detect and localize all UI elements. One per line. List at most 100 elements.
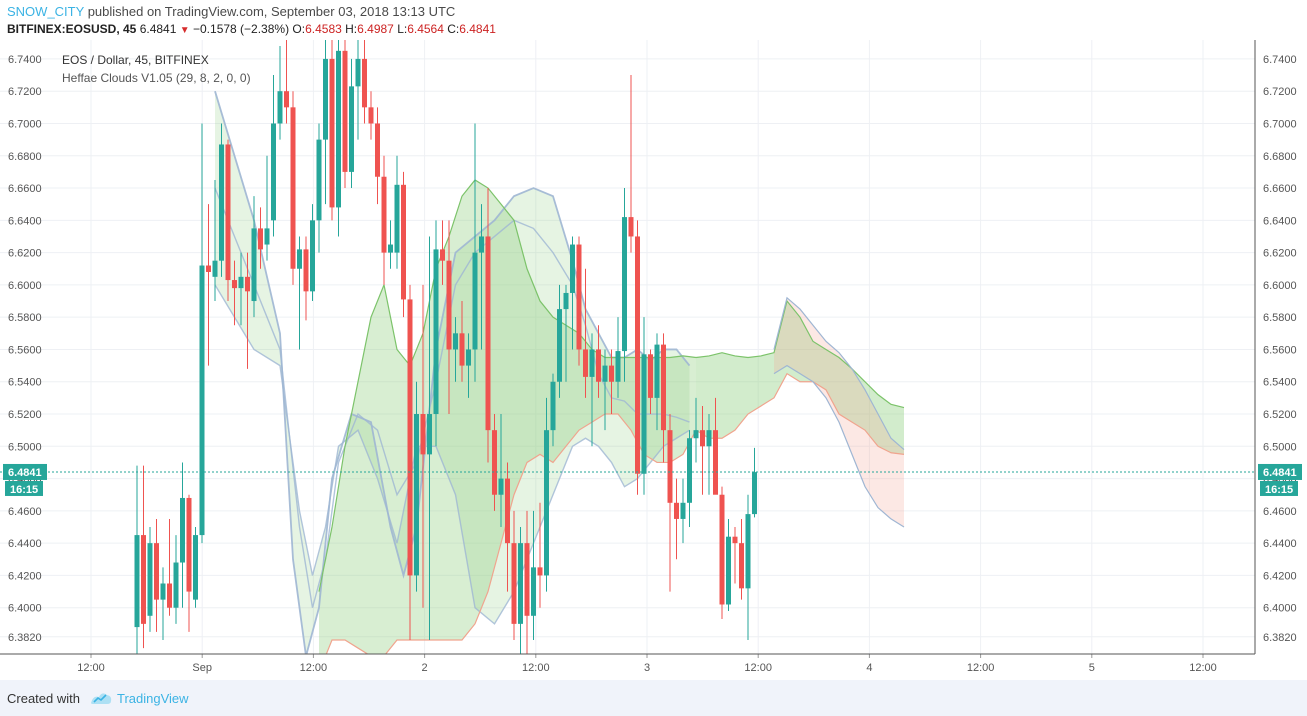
- candle-body: [661, 344, 666, 431]
- mid-band-line: [214, 187, 690, 608]
- y-tick-label-left: 6.5400: [8, 377, 42, 389]
- candle-body: [674, 502, 679, 519]
- y-tick-label-right: 6.7000: [1263, 118, 1297, 130]
- ohlc-line: BITFINEX:EOSUSD, 45 6.4841 ▼ −0.1578 (−2…: [7, 22, 496, 36]
- candle-body: [401, 184, 406, 300]
- candles: [134, 40, 757, 654]
- publish-line: SNOW_CITY published on TradingView.com, …: [7, 4, 455, 19]
- y-tick-label-left: 6.7200: [8, 86, 42, 98]
- candle-body: [550, 381, 556, 431]
- y-tick-label-right: 6.6400: [1263, 215, 1297, 227]
- y-tick-label-left: 6.6400: [8, 215, 42, 227]
- y-tick-label-left: 6.4200: [8, 570, 42, 582]
- future-cloud-area: [696, 301, 904, 455]
- future-outer-top-line: [773, 296, 905, 450]
- candle-body: [485, 236, 491, 431]
- candle-body: [745, 514, 751, 589]
- candle-body: [238, 276, 244, 289]
- candle-body: [225, 144, 231, 281]
- x-tick-label: Sep: [192, 662, 212, 674]
- candle-body: [303, 249, 309, 292]
- candle-body: [680, 502, 686, 519]
- y-tick-label-left: 6.6600: [8, 183, 42, 195]
- y-tick-label-left: 6.4000: [8, 603, 42, 615]
- candle-body: [258, 228, 263, 250]
- candle-body: [693, 430, 699, 439]
- candle-body: [433, 249, 439, 415]
- y-tick-label-left: 6.5000: [8, 441, 42, 453]
- candle-body: [589, 349, 595, 377]
- price-tag-text-left: 6.4841: [8, 467, 42, 479]
- y-tick-label-right: 6.7400: [1263, 54, 1297, 66]
- time-tag-left: [5, 480, 43, 496]
- y-tick-label-left: 6.6800: [8, 151, 42, 163]
- candle-body: [706, 430, 712, 447]
- symbol-label: BITFINEX:EOSUSD, 45: [7, 22, 137, 36]
- candle-body: [732, 536, 738, 544]
- candle-body: [524, 543, 530, 616]
- close-label: C:: [447, 22, 460, 36]
- y-tick-label-right: 6.5600: [1263, 344, 1297, 356]
- chart-area[interactable]: 6.7400 6.7400 6.7200 6.7200 6.7000 6.7000 6.68…: [0, 40, 1307, 680]
- candle-body: [232, 280, 237, 289]
- candle-body: [199, 265, 205, 536]
- y-tick-label-right: 6.3820: [1263, 632, 1297, 644]
- candle-body: [440, 249, 445, 261]
- candle-body: [349, 86, 354, 172]
- candle-body: [563, 292, 569, 310]
- cloud-area: [319, 179, 696, 654]
- cloud-indicator: [214, 90, 905, 654]
- candle-body: [648, 354, 653, 398]
- candle-body: [271, 123, 276, 221]
- candle-body: [615, 351, 621, 382]
- candle-body: [739, 543, 744, 589]
- candle-body: [498, 478, 504, 495]
- candle-body: [505, 478, 510, 544]
- y-tick-label-right: 6.5200: [1263, 409, 1297, 421]
- candle-body: [212, 260, 218, 277]
- candle-body: [622, 217, 627, 352]
- x-tick-label: 3: [644, 662, 650, 674]
- future-bottom-line: [695, 372, 905, 455]
- y-tick-label-right: 6.6200: [1263, 248, 1297, 260]
- candle-body: [479, 236, 484, 253]
- cloud-top-line: [318, 179, 697, 592]
- x-tick-label: 12:00: [967, 662, 995, 674]
- y-tick-label-left: 6.7400: [8, 54, 42, 66]
- candle-body: [687, 438, 692, 503]
- candle-body: [368, 107, 374, 124]
- candle-body: [180, 497, 185, 563]
- candle-body: [752, 472, 757, 515]
- candle-body: [531, 567, 536, 616]
- footer: Created with TradingView: [0, 680, 1307, 716]
- tradingview-brand-link[interactable]: TradingView: [117, 691, 189, 706]
- candle-body: [518, 543, 523, 624]
- candle-body: [713, 430, 718, 495]
- candle-body: [420, 414, 426, 455]
- candle-body: [323, 58, 328, 140]
- candle-body: [154, 543, 159, 600]
- candle-body: [336, 50, 341, 208]
- price-tag-text-right: 6.4841: [1263, 467, 1297, 479]
- open-value: 6.4583: [305, 22, 342, 36]
- y-tick-label-right: 6.4000: [1263, 603, 1297, 615]
- candle-body: [284, 91, 289, 108]
- candle-body: [362, 58, 367, 108]
- candle-body: [576, 244, 582, 350]
- lower-band-line: [214, 284, 690, 625]
- candle-body: [167, 583, 172, 608]
- candlestick-chart[interactable]: 6.7400 6.7400 6.7200 6.7200 6.7000 6.7000 6.68…: [0, 40, 1307, 680]
- time-tag-text-right: 16:15: [1265, 484, 1293, 496]
- candle-body: [492, 430, 497, 495]
- candle-body: [609, 365, 614, 382]
- tradingview-logo-icon[interactable]: [89, 689, 113, 707]
- down-triangle-icon: ▼: [179, 25, 190, 36]
- candle-body: [414, 414, 419, 576]
- candle-body: [173, 562, 179, 608]
- y-tick-label-left: 6.7000: [8, 118, 42, 130]
- price-tag-right: [1258, 463, 1302, 480]
- candle-body: [466, 349, 471, 366]
- open-label: O:: [292, 22, 306, 36]
- author-link[interactable]: SNOW_CITY: [7, 4, 85, 19]
- candle-body: [310, 220, 315, 292]
